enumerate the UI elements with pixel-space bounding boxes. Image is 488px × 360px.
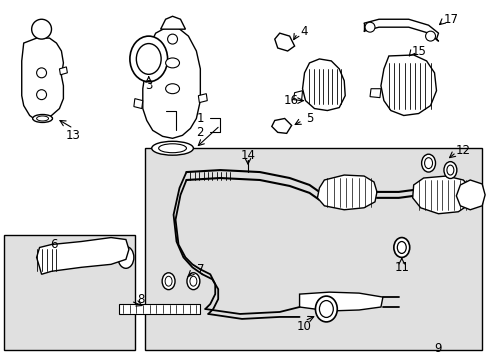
Ellipse shape [189,276,197,286]
Polygon shape [293,91,302,100]
Polygon shape [134,99,142,109]
Ellipse shape [393,238,409,257]
Text: 14: 14 [240,149,255,162]
Ellipse shape [165,84,179,94]
Text: 5: 5 [305,112,312,125]
Polygon shape [37,238,129,274]
Text: 15: 15 [410,45,425,58]
Text: 17: 17 [443,13,458,26]
Text: 1: 1 [196,112,203,125]
Ellipse shape [33,114,52,122]
Ellipse shape [118,247,134,268]
Polygon shape [317,175,376,210]
Ellipse shape [158,144,186,153]
Text: 10: 10 [297,320,311,333]
Ellipse shape [37,90,46,100]
Ellipse shape [130,36,167,82]
Polygon shape [119,304,200,314]
Polygon shape [60,67,67,75]
Polygon shape [380,55,436,116]
Circle shape [32,19,51,39]
Text: 9: 9 [434,342,441,355]
Bar [4,235,135,350]
Text: 12: 12 [455,144,470,157]
Circle shape [365,22,374,32]
Polygon shape [142,26,200,138]
Ellipse shape [186,273,200,290]
Ellipse shape [162,273,175,290]
Text: 2: 2 [196,126,203,139]
Polygon shape [198,94,207,103]
Polygon shape [369,89,380,98]
Polygon shape [302,59,345,111]
Ellipse shape [165,58,179,68]
Text: 4: 4 [300,24,307,38]
Ellipse shape [421,154,435,172]
Circle shape [425,31,435,41]
Polygon shape [161,16,185,29]
Text: 8: 8 [137,293,144,306]
Text: 11: 11 [393,261,408,274]
Text: 3: 3 [145,79,152,92]
Text: 6: 6 [50,238,57,251]
Polygon shape [412,176,471,214]
Text: 16: 16 [284,94,299,107]
Ellipse shape [165,276,172,286]
Ellipse shape [319,301,333,318]
Ellipse shape [151,141,193,155]
Ellipse shape [315,296,337,322]
Polygon shape [455,180,484,210]
Polygon shape [21,38,63,121]
Polygon shape [299,292,382,311]
Text: 13: 13 [66,129,81,142]
Polygon shape [274,33,294,51]
Ellipse shape [396,242,406,253]
Ellipse shape [37,68,46,78]
Ellipse shape [446,165,453,175]
Text: 7: 7 [196,263,203,276]
Bar [145,148,481,350]
Polygon shape [271,118,291,133]
Ellipse shape [424,158,432,168]
Ellipse shape [37,116,48,121]
Ellipse shape [136,44,161,74]
Circle shape [167,34,177,44]
Ellipse shape [443,162,456,179]
